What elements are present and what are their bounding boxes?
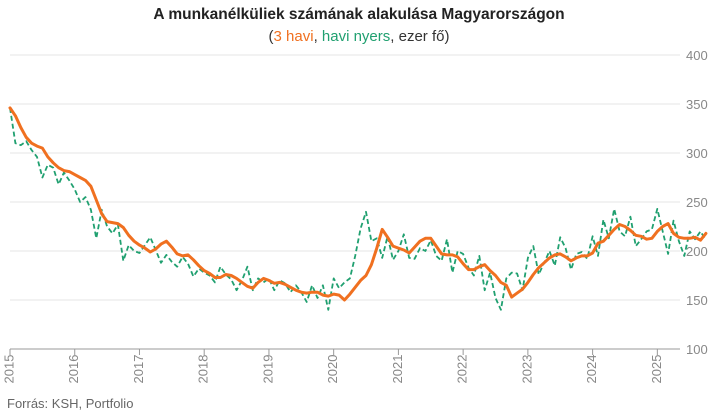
series-group (8, 106, 708, 311)
x-tick-label: 2016 (66, 355, 81, 384)
x-tick-label: 2019 (260, 355, 275, 384)
chart-subtitle: (3 havi, havi nyers, ezer fő) (0, 28, 718, 45)
x-tick-label: 2022 (455, 355, 470, 384)
x-tick-label: 2015 (1, 355, 16, 384)
y-tick-label: 250 (686, 195, 708, 210)
x-tick-label: 2024 (584, 355, 599, 384)
grid-lines (10, 54, 680, 301)
y-tick-label: 400 (686, 48, 708, 63)
y-tick-label: 200 (686, 244, 708, 259)
y-tick-label: 300 (686, 146, 708, 161)
x-tick-label: 2020 (325, 355, 340, 384)
x-tick-label: 2018 (196, 355, 211, 384)
y-tick-label: 350 (686, 97, 708, 112)
chart-title: A munkanélküliek számának alakulása Magy… (153, 6, 565, 23)
series-havi-nyers-line (9, 107, 707, 311)
subtitle-paren: ( (268, 28, 274, 45)
x-tick-label: 2025 (649, 355, 664, 384)
x-tick-label: 2021 (390, 355, 405, 384)
y-tick-label: 150 (686, 293, 708, 308)
source-note: Forrás: KSH, Portfolio (7, 396, 134, 411)
subtitle-3havi: 3 havi (273, 28, 314, 45)
subtitle-havi-nyers: havi nyers (321, 28, 391, 45)
y-tick-label: 100 (686, 342, 708, 357)
x-tick-label: 2017 (131, 355, 146, 384)
series-3-havi-line (8, 106, 708, 302)
y-axis: 100 150 200 250 300 350 400 (686, 48, 708, 357)
x-tick-label: 2023 (519, 355, 534, 384)
x-axis: 2015 2016 2017 2018 2019 2020 2021 2022 2023 2024… (1, 348, 680, 384)
subtitle-rest: , ezer fő) (390, 28, 450, 45)
subtitle-sep: , (313, 28, 322, 45)
